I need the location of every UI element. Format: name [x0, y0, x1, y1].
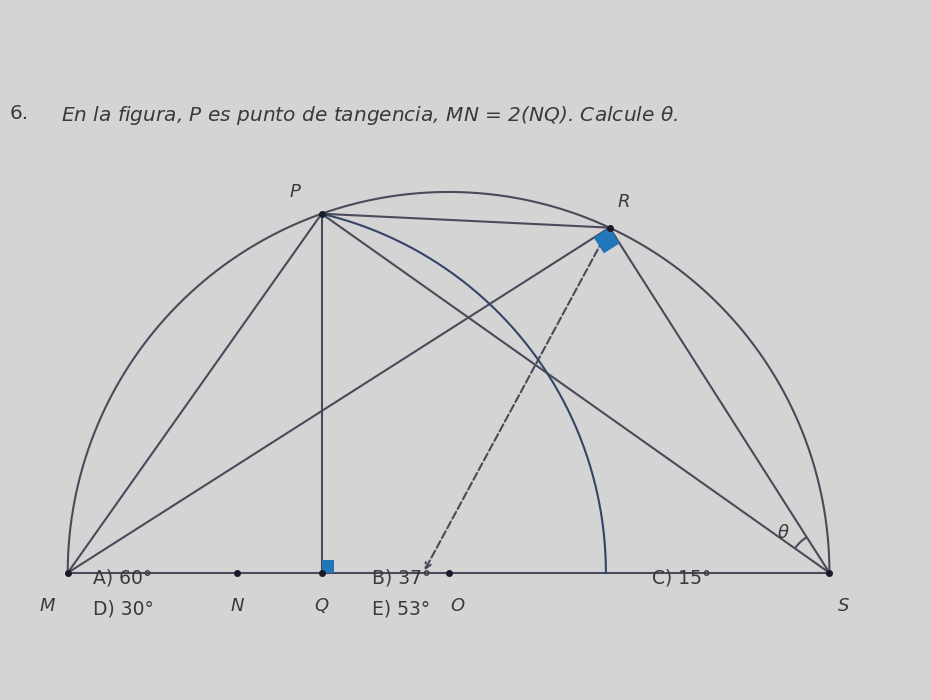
Text: C) 15°: C) 15°: [652, 569, 711, 588]
Text: B) 37°: B) 37°: [372, 569, 432, 588]
Text: P: P: [290, 183, 301, 201]
Polygon shape: [321, 560, 334, 573]
Text: R: R: [618, 193, 630, 211]
Text: Q: Q: [315, 596, 329, 615]
Text: $\theta$: $\theta$: [776, 524, 789, 542]
Text: 6.: 6.: [9, 104, 29, 123]
Text: M: M: [39, 596, 55, 615]
Text: N: N: [230, 596, 244, 615]
Text: E) 53°: E) 53°: [372, 599, 430, 618]
Text: En la figura, $P$ es punto de tangencia, $MN$ = 2($NQ$). Calcule $\theta$.: En la figura, $P$ es punto de tangencia,…: [61, 104, 678, 127]
Polygon shape: [594, 228, 619, 253]
Text: O: O: [450, 596, 464, 615]
Text: A) 60°: A) 60°: [93, 569, 153, 588]
Text: D) 30°: D) 30°: [93, 599, 154, 618]
Text: S: S: [838, 596, 849, 615]
